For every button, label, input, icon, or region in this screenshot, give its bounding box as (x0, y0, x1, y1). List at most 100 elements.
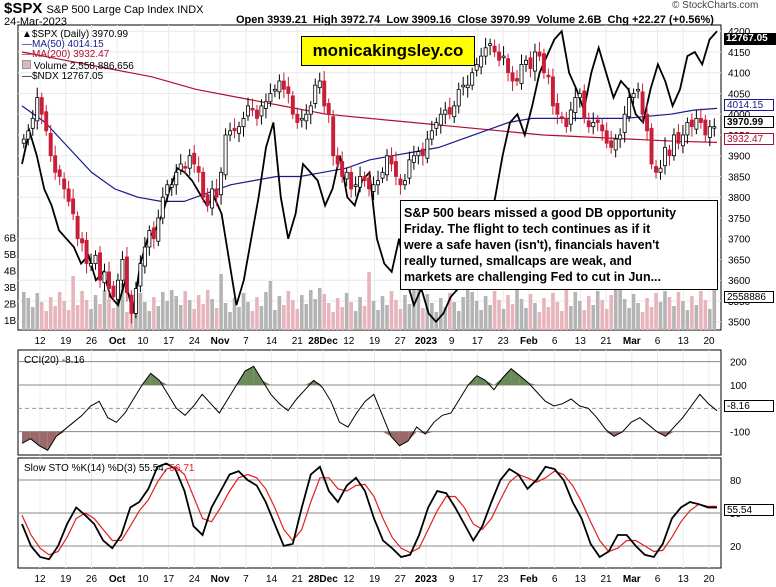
index-name: S&P 500 Large Cap Index INDX (46, 4, 204, 16)
candle-body (707, 126, 712, 138)
volume-bar (488, 305, 492, 330)
y-tick-label: 3750 (728, 214, 751, 225)
volume-bar (228, 312, 232, 330)
candle-body (192, 152, 197, 165)
candle-body (129, 294, 134, 314)
candle-body (263, 101, 268, 109)
x-tick-label: 9 (449, 336, 455, 347)
candle-body (698, 117, 703, 123)
volume-bar (174, 296, 179, 330)
volume-bar (147, 311, 152, 330)
candle-body (447, 107, 452, 115)
candle-body (618, 134, 623, 140)
candle-body (201, 171, 206, 198)
candle-body (232, 127, 237, 132)
volume-bar (282, 305, 286, 330)
candle-body (142, 246, 147, 267)
volume-bar (111, 308, 116, 330)
volume-bar (192, 309, 196, 330)
candle-body (57, 169, 62, 177)
volume-bar (640, 312, 645, 330)
candle-body (541, 53, 546, 74)
candle-body (385, 155, 389, 176)
volume-bar (362, 306, 367, 330)
x-tick-label: 2023 (415, 574, 438, 585)
brand-box: monicakingsley.co (301, 36, 475, 66)
candle-body (210, 188, 215, 209)
volume-bar (483, 296, 488, 330)
volume-bar (232, 298, 237, 330)
sto-k-line (21, 462, 717, 561)
candle-body (71, 198, 76, 215)
candle-body (250, 108, 255, 111)
volume-bar (412, 290, 416, 330)
candle-body (223, 134, 228, 176)
candle-body (187, 155, 192, 169)
cci-fill (493, 378, 503, 385)
cci-fill (665, 431, 675, 437)
y-tick-label: 3850 (728, 172, 751, 183)
volume-bar (447, 293, 452, 330)
volume-bar (295, 309, 300, 330)
volume-bar (214, 308, 219, 330)
x-tick-label: 27 (395, 574, 407, 585)
cci-fill (476, 375, 486, 385)
volume-bar (492, 291, 497, 330)
annotation-line: really turned, smallcaps are weak, and (404, 254, 632, 268)
candle-body (174, 171, 179, 186)
candle-body (613, 138, 618, 151)
candle-body (573, 97, 578, 113)
x-tick-label: 21 (292, 336, 304, 347)
volume-bar (340, 307, 344, 330)
x-tick-label: 28Dec (308, 574, 338, 585)
candle-body (151, 227, 156, 240)
candle-body (353, 184, 358, 187)
candle-body (645, 113, 650, 132)
volume-bar (501, 309, 506, 330)
symbol: $SPX (4, 0, 43, 17)
x-tick-label: 12 (343, 574, 355, 585)
candle-body (497, 51, 502, 61)
volume-bar (654, 293, 658, 330)
volume-bar (622, 299, 627, 330)
volume-bar (551, 293, 555, 330)
volume-bar (30, 307, 35, 330)
candle-body (591, 122, 596, 128)
candle-body (169, 184, 174, 188)
candle-body (156, 217, 161, 242)
volume-bar (591, 305, 596, 330)
volume-bar (165, 301, 170, 330)
candle-body (219, 171, 224, 196)
tag-volume: 2558886 (724, 291, 774, 303)
volume-bar (613, 284, 618, 330)
candle-body (165, 184, 170, 196)
candle-body (671, 134, 676, 157)
candle-body (254, 109, 259, 119)
cci-fill (245, 366, 254, 385)
candle-body (331, 116, 336, 157)
volume-bar (560, 311, 564, 330)
volume-bar (304, 304, 309, 330)
candle-body (416, 151, 421, 157)
candle-body (290, 95, 295, 115)
candle-body (528, 57, 533, 69)
volume-bar (53, 306, 57, 330)
volume-tick-label: 4B (4, 267, 17, 278)
volume-bar (461, 297, 466, 330)
candle-body (62, 178, 67, 190)
volume-bar (138, 293, 143, 330)
x-tick-label: 20 (703, 574, 715, 585)
candle-body (349, 171, 354, 190)
volume-bar (506, 295, 510, 330)
volume-bar (98, 304, 102, 330)
candle-body (667, 149, 672, 157)
candle-body (178, 163, 183, 171)
volume-bar (39, 302, 44, 330)
x-tick-label: 6 (552, 336, 558, 347)
volume-bar (84, 300, 89, 330)
candle-body (609, 140, 614, 148)
candle-body (272, 88, 277, 92)
candle-body (622, 113, 627, 133)
volume-bar (255, 297, 259, 330)
volume-bar (537, 312, 542, 330)
